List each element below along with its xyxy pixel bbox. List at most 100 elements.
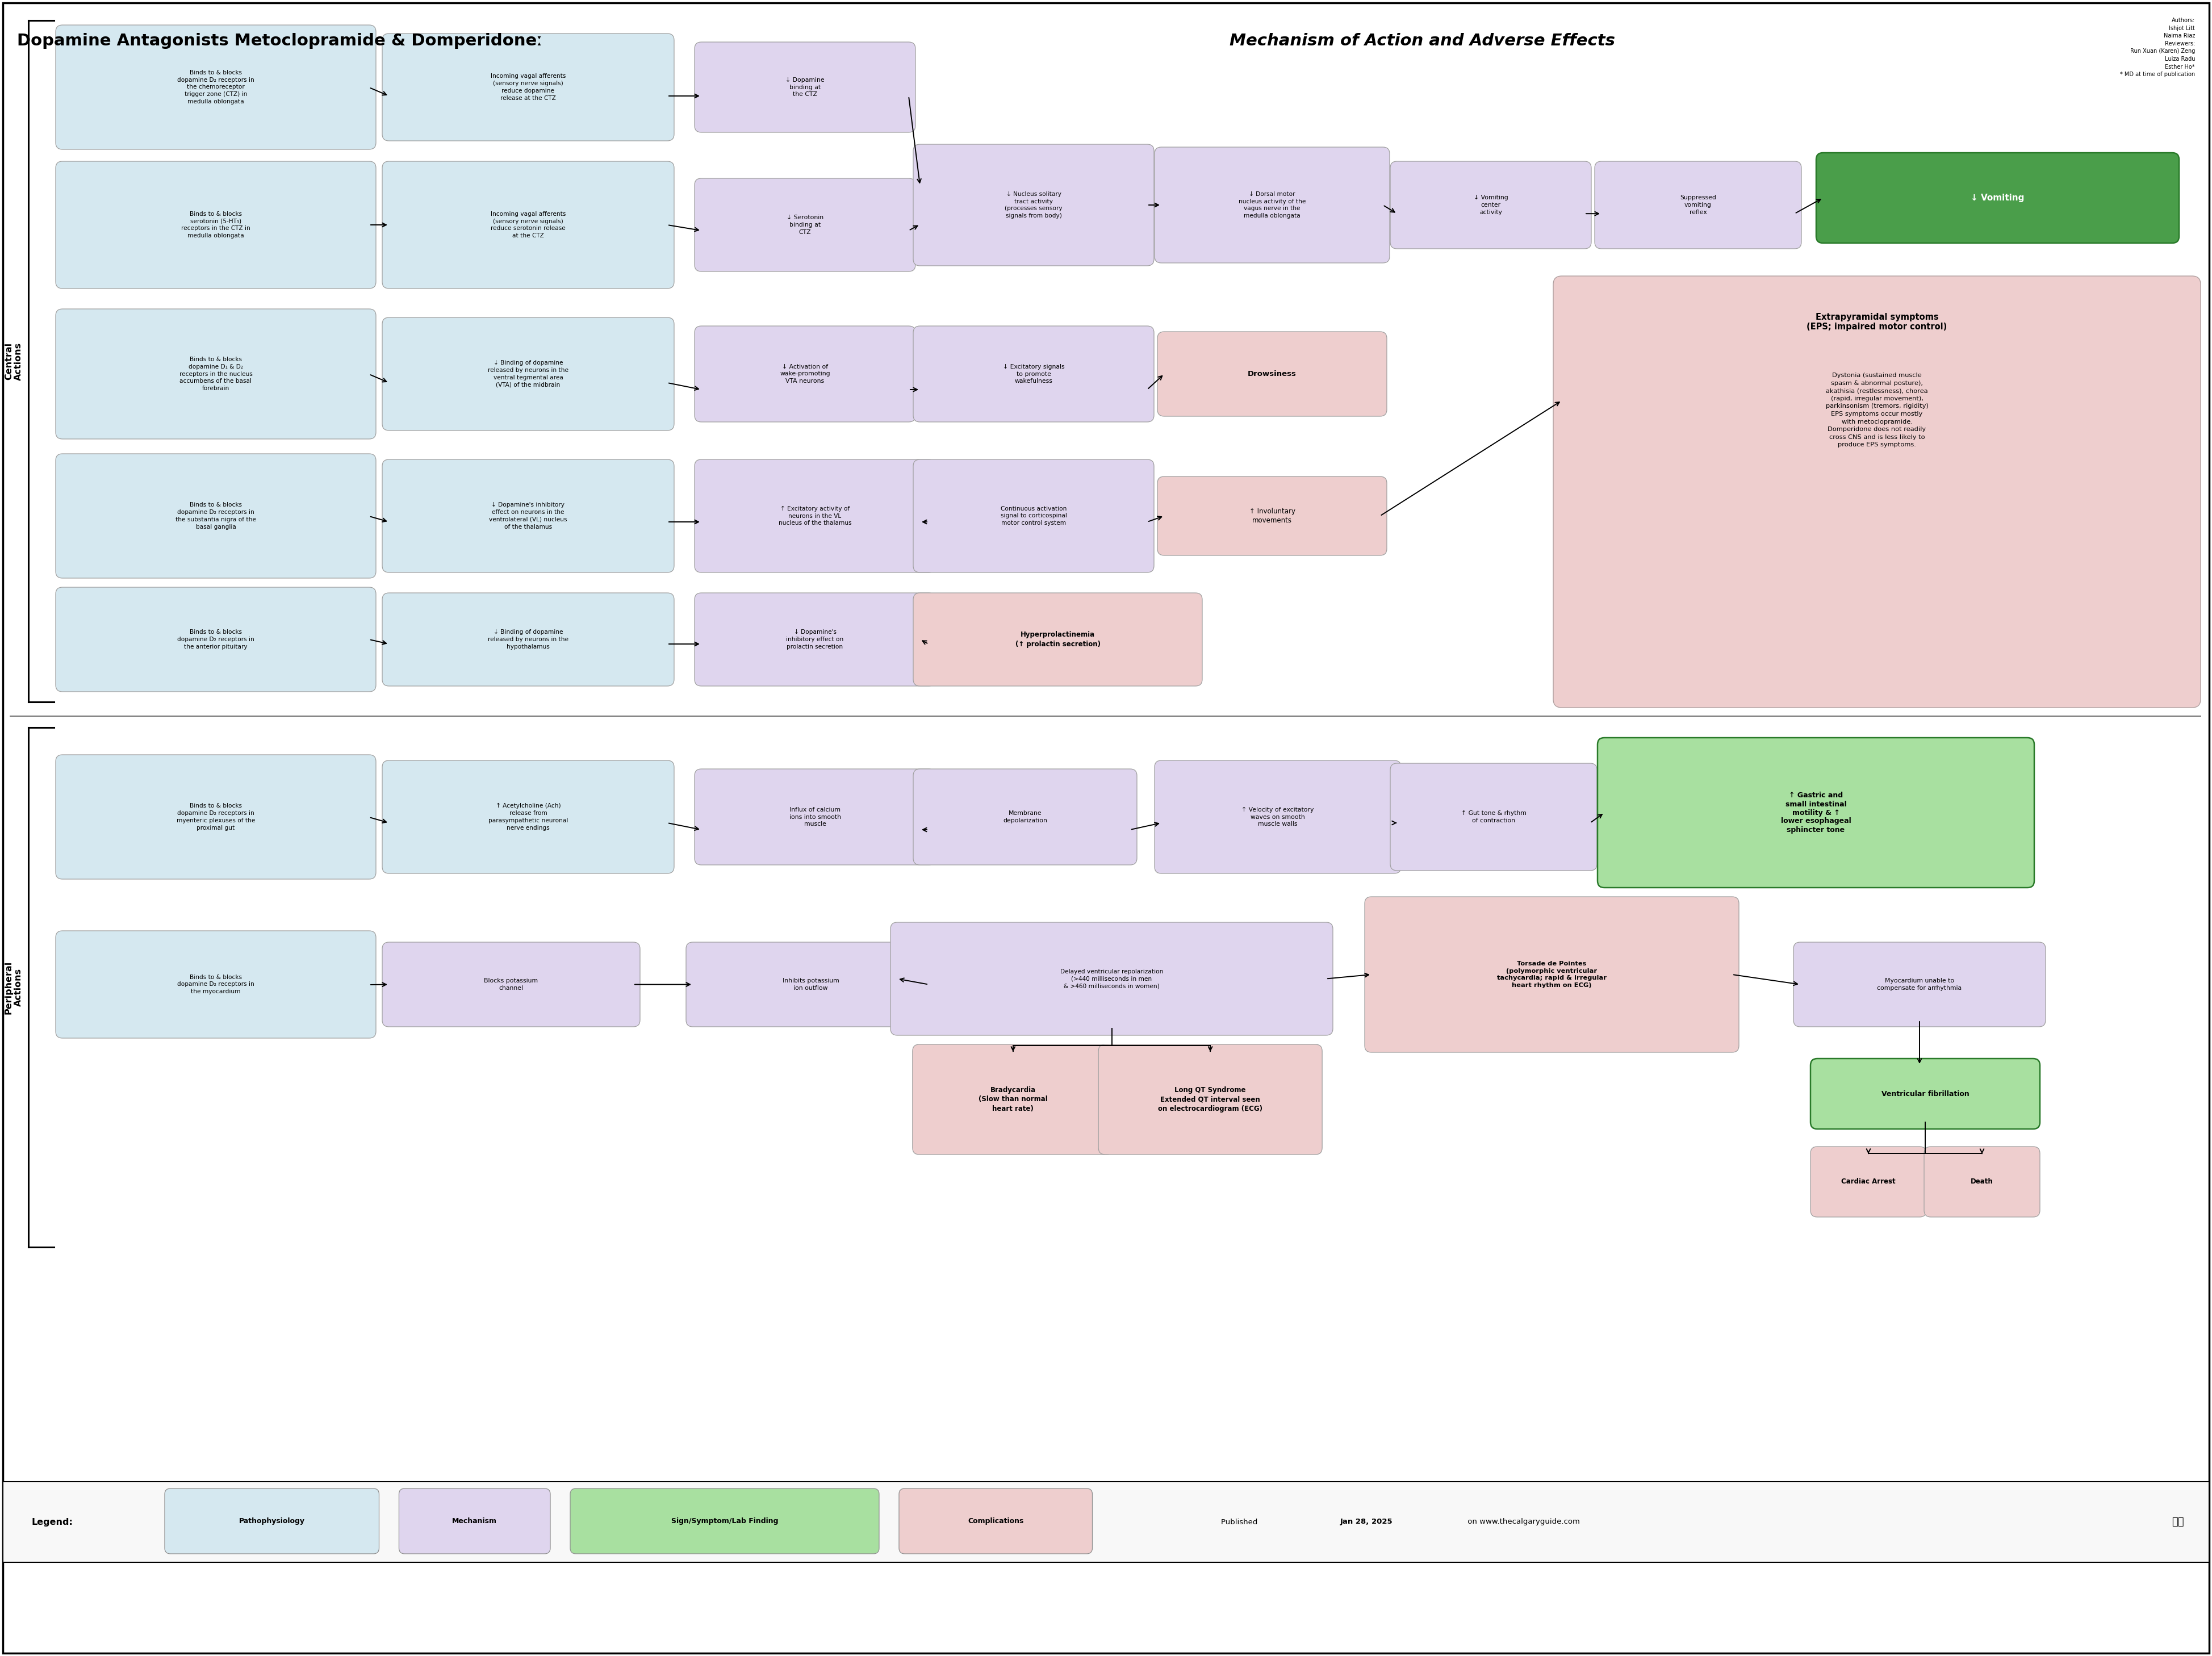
FancyBboxPatch shape [1794, 942, 2046, 1027]
FancyBboxPatch shape [1365, 896, 1739, 1052]
Text: ↓ Vomiting: ↓ Vomiting [1971, 194, 2024, 202]
FancyBboxPatch shape [55, 161, 376, 288]
FancyBboxPatch shape [55, 310, 376, 439]
Text: Binds to & blocks
dopamine D₂ receptors in
the anterior pituitary: Binds to & blocks dopamine D₂ receptors … [177, 629, 254, 649]
Text: ↑ Involuntary
movements: ↑ Involuntary movements [1250, 507, 1294, 525]
Text: Continuous activation
signal to corticospinal
motor control system: Continuous activation signal to corticos… [1000, 505, 1066, 527]
FancyBboxPatch shape [383, 760, 675, 873]
Text: ↑ Gastric and
small intestinal
motility & ↑
lower esophageal
sphincter tone: ↑ Gastric and small intestinal motility … [1781, 792, 1851, 833]
Text: Binds to & blocks
dopamine D₂ receptors in
the substantia nigra of the
basal gan: Binds to & blocks dopamine D₂ receptors … [175, 502, 257, 530]
FancyBboxPatch shape [1389, 763, 1597, 871]
Text: Pathophysiology: Pathophysiology [239, 1517, 305, 1525]
FancyBboxPatch shape [55, 755, 376, 879]
Text: Complications: Complications [967, 1517, 1024, 1525]
FancyBboxPatch shape [55, 25, 376, 149]
Text: Dystonia (sustained muscle
spasm & abnormal posture),
akathisia (restlessness), : Dystonia (sustained muscle spasm & abnor… [1825, 373, 1929, 447]
Text: Binds to & blocks
dopamine D₂ receptors in
the chemoreceptor
trigger zone (CTZ) : Binds to & blocks dopamine D₂ receptors … [177, 70, 254, 104]
Text: Blocks potassium
channel: Blocks potassium channel [484, 979, 538, 990]
Text: Authors:
Ishjot Litt
Naima Riaz
Reviewers:
Run Xuan (Karen) Zeng
Luiza Radu
Esth: Authors: Ishjot Litt Naima Riaz Reviewer… [2119, 18, 2194, 78]
FancyBboxPatch shape [914, 459, 1155, 573]
Text: ↓ Serotonin
binding at
CTZ: ↓ Serotonin binding at CTZ [787, 215, 823, 235]
Text: Incoming vagal afferents
(sensory nerve signals)
reduce dopamine
release at the : Incoming vagal afferents (sensory nerve … [491, 73, 566, 101]
FancyBboxPatch shape [383, 161, 675, 288]
FancyBboxPatch shape [383, 318, 675, 431]
Text: ↓ Excitatory signals
to promote
wakefulness: ↓ Excitatory signals to promote wakefuln… [1002, 364, 1064, 384]
Text: ↑ Acetylcholine (Ach)
release from
parasympathetic neuronal
nerve endings: ↑ Acetylcholine (Ach) release from paras… [489, 803, 568, 831]
Text: Sign/Symptom/Lab Finding: Sign/Symptom/Lab Finding [670, 1517, 779, 1525]
Text: Membrane
depolarization: Membrane depolarization [1002, 810, 1046, 823]
Text: Death: Death [1971, 1177, 1993, 1186]
FancyBboxPatch shape [164, 1489, 378, 1553]
FancyBboxPatch shape [383, 459, 675, 573]
Text: ↓ Nucleus solitary
tract activity
(processes sensory
signals from body): ↓ Nucleus solitary tract activity (proce… [1004, 190, 1062, 219]
FancyBboxPatch shape [914, 326, 1155, 422]
Text: Binds to & blocks
dopamine D₂ receptors in
myenteric plexuses of the
proximal gu: Binds to & blocks dopamine D₂ receptors … [177, 803, 254, 831]
Text: Jan 28, 2025: Jan 28, 2025 [1340, 1519, 1394, 1525]
FancyBboxPatch shape [914, 593, 1203, 686]
FancyBboxPatch shape [891, 922, 1334, 1035]
FancyBboxPatch shape [1553, 277, 2201, 707]
FancyBboxPatch shape [1157, 477, 1387, 555]
Text: Central
Actions: Central Actions [4, 343, 22, 381]
Text: ↑ Excitatory activity of
neurons in the VL
nucleus of the thalamus: ↑ Excitatory activity of neurons in the … [779, 505, 852, 527]
FancyBboxPatch shape [914, 1045, 1113, 1154]
Text: ↓ Vomiting
center
activity: ↓ Vomiting center activity [1473, 195, 1509, 215]
Text: Dopamine Antagonists Metoclopramide & Domperidoneː: Dopamine Antagonists Metoclopramide & Do… [18, 33, 549, 48]
FancyBboxPatch shape [1157, 331, 1387, 416]
Text: on www.thecalgaryguide.com: on www.thecalgaryguide.com [1464, 1519, 1579, 1525]
Text: ↓ Dopamine's inhibitory
effect on neurons in the
ventrolateral (VL) nucleus
of t: ↓ Dopamine's inhibitory effect on neuron… [489, 502, 566, 530]
Text: Cardiac Arrest: Cardiac Arrest [1840, 1177, 1896, 1186]
FancyBboxPatch shape [1816, 152, 2179, 243]
Text: ↓ Binding of dopamine
released by neurons in the
hypothalamus: ↓ Binding of dopamine released by neuron… [489, 629, 568, 649]
FancyBboxPatch shape [55, 454, 376, 578]
FancyBboxPatch shape [1809, 1058, 2039, 1129]
FancyBboxPatch shape [1155, 147, 1389, 263]
FancyBboxPatch shape [695, 41, 916, 132]
FancyBboxPatch shape [383, 33, 675, 141]
FancyBboxPatch shape [383, 593, 675, 686]
FancyBboxPatch shape [686, 942, 936, 1027]
Text: Long QT Syndrome
Extended QT interval seen
on electrocardiogram (ECG): Long QT Syndrome Extended QT interval se… [1159, 1086, 1263, 1113]
Text: Delayed ventricular repolarization
(>440 milliseconds in men
& >460 milliseconds: Delayed ventricular repolarization (>440… [1060, 969, 1164, 989]
FancyBboxPatch shape [1099, 1045, 1323, 1154]
Text: Binds to & blocks
dopamine D₁ & D₂
receptors in the nucleus
accumbens of the bas: Binds to & blocks dopamine D₁ & D₂ recep… [179, 356, 252, 391]
FancyBboxPatch shape [55, 931, 376, 1038]
Text: ↓ Binding of dopamine
released by neurons in the
ventral tegmental area
(VTA) of: ↓ Binding of dopamine released by neuron… [489, 361, 568, 388]
FancyBboxPatch shape [398, 1489, 551, 1553]
FancyBboxPatch shape [898, 1489, 1093, 1553]
Text: Bradycardia
(Slow than normal
heart rate): Bradycardia (Slow than normal heart rate… [978, 1086, 1048, 1113]
Text: ↓ Dopamine's
inhibitory effect on
prolactin secretion: ↓ Dopamine's inhibitory effect on prolac… [785, 629, 843, 649]
Text: ↑ Velocity of excitatory
waves on smooth
muscle walls: ↑ Velocity of excitatory waves on smooth… [1241, 806, 1314, 826]
Text: Myocardium unable to
compensate for arrhythmia: Myocardium unable to compensate for arrh… [1878, 979, 1962, 990]
FancyBboxPatch shape [914, 144, 1155, 265]
FancyBboxPatch shape [1924, 1146, 2039, 1217]
FancyBboxPatch shape [1595, 161, 1801, 248]
Text: ↓ Dorsal motor
nucleus activity of the
vagus nerve in the
medulla oblongata: ↓ Dorsal motor nucleus activity of the v… [1239, 192, 1305, 219]
Text: Peripheral
Actions: Peripheral Actions [4, 960, 22, 1013]
Text: Incoming vagal afferents
(sensory nerve signals)
reduce serotonin release
at the: Incoming vagal afferents (sensory nerve … [491, 212, 566, 238]
Text: Hyperprolactinemia
(↑ prolactin secretion): Hyperprolactinemia (↑ prolactin secretio… [1015, 631, 1099, 647]
FancyBboxPatch shape [1809, 1146, 1927, 1217]
Text: Binds to & blocks
dopamine D₂ receptors in
the myocardium: Binds to & blocks dopamine D₂ receptors … [177, 974, 254, 995]
FancyBboxPatch shape [1155, 760, 1400, 873]
Text: Influx of calcium
ions into smooth
muscle: Influx of calcium ions into smooth muscl… [790, 806, 841, 826]
Bar [2, 1482, 2210, 1562]
FancyBboxPatch shape [695, 179, 916, 272]
Text: Mechanism of Action and Adverse Effects: Mechanism of Action and Adverse Effects [1230, 33, 1615, 48]
Text: ↓ Dopamine
binding at
the CTZ: ↓ Dopamine binding at the CTZ [785, 78, 825, 98]
FancyBboxPatch shape [1389, 161, 1590, 248]
Text: Ventricular fibrillation: Ventricular fibrillation [1880, 1090, 1969, 1098]
Text: Extrapyramidal symptoms
(EPS; impaired motor control): Extrapyramidal symptoms (EPS; impaired m… [1807, 313, 1947, 331]
Text: Drowsiness: Drowsiness [1248, 371, 1296, 378]
FancyBboxPatch shape [695, 326, 916, 422]
FancyBboxPatch shape [695, 768, 936, 864]
Text: Mechanism: Mechanism [451, 1517, 498, 1525]
Text: Inhibits potassium
ion outflow: Inhibits potassium ion outflow [783, 979, 838, 990]
Text: Published: Published [1221, 1519, 1261, 1525]
Text: Suppressed
vomiting
reflex: Suppressed vomiting reflex [1679, 195, 1717, 215]
Text: Binds to & blocks
serotonin (5-HT₃)
receptors in the CTZ in
medulla oblongata: Binds to & blocks serotonin (5-HT₃) rece… [181, 212, 250, 238]
Text: Ⓒⓔ: Ⓒⓔ [2172, 1517, 2183, 1527]
FancyBboxPatch shape [695, 459, 936, 573]
FancyBboxPatch shape [383, 942, 639, 1027]
FancyBboxPatch shape [571, 1489, 878, 1553]
